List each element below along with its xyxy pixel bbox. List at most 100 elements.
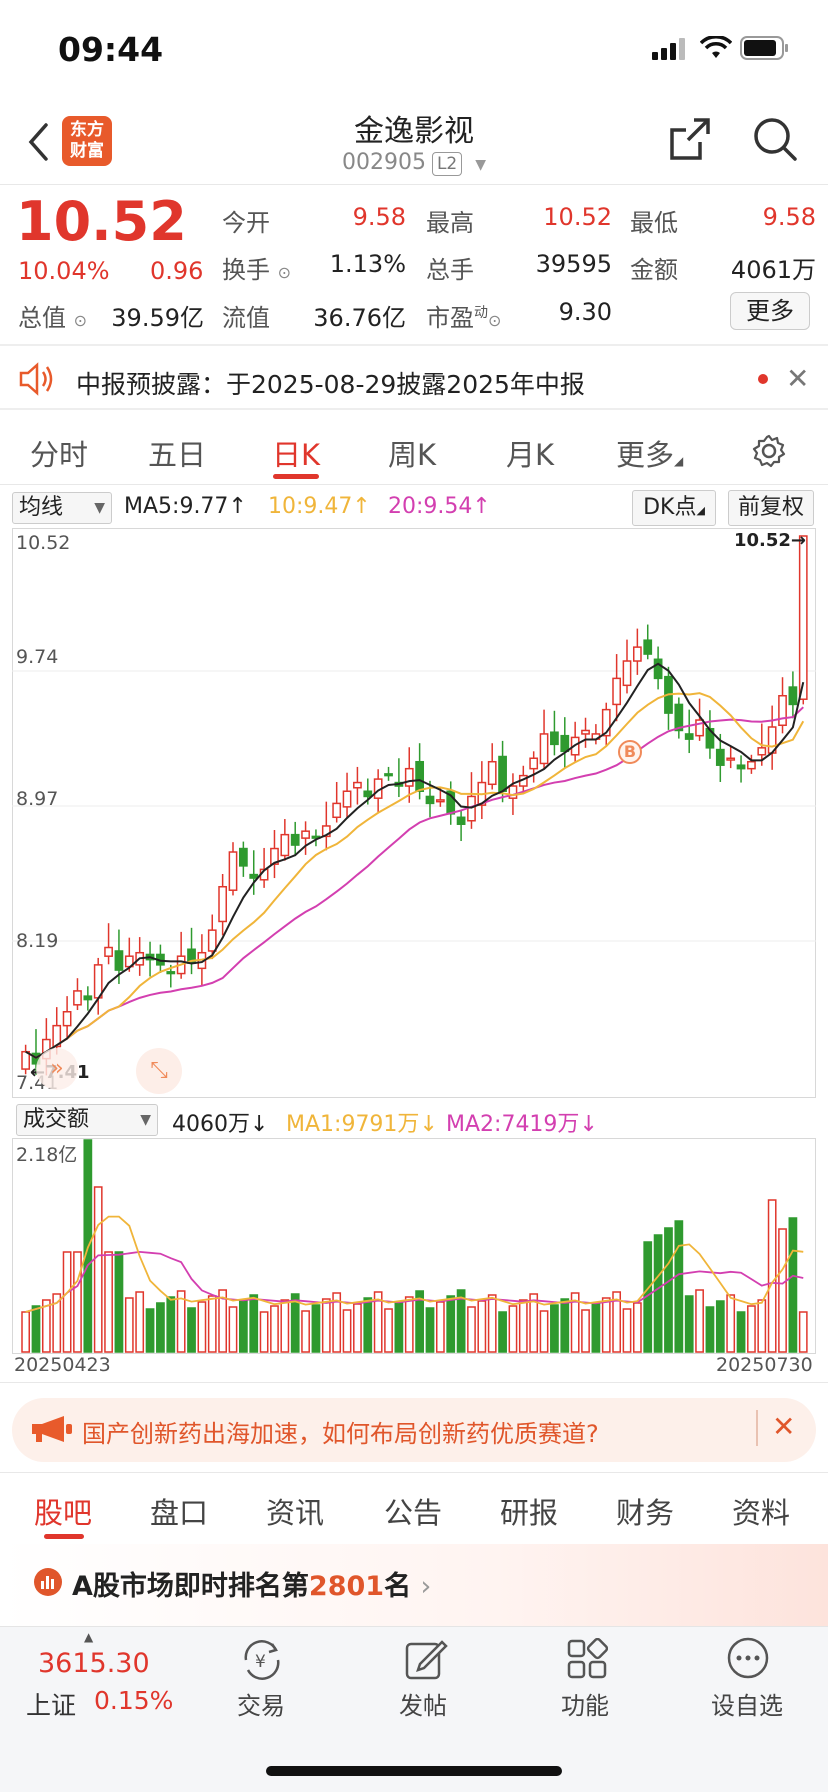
divider	[0, 484, 828, 485]
tab-guba[interactable]: 股吧	[34, 1496, 93, 1530]
volume-bar	[404, 1296, 414, 1353]
divider	[0, 1472, 828, 1473]
app-logo: 东方 财富	[62, 116, 112, 166]
candle-body	[539, 733, 549, 765]
bottom-tab-indicator	[44, 1534, 84, 1539]
notice-text[interactable]: 中报预披露：于2025-08-29披露2025年中报	[76, 370, 585, 399]
volume-bar	[21, 1311, 31, 1353]
tab-announcements[interactable]: 公告	[384, 1496, 443, 1530]
candle-body	[747, 760, 756, 770]
volume-label: 总手	[426, 256, 474, 284]
watchlist-icon[interactable]	[726, 1636, 770, 1680]
volume-bar	[456, 1289, 466, 1353]
ma-select[interactable]: 均线 ▼	[12, 492, 112, 524]
more-button[interactable]: 更多	[730, 292, 810, 330]
volume-chart[interactable]	[12, 1138, 816, 1354]
footer-bar	[0, 1626, 828, 1792]
tab-more[interactable]: 更多◢	[616, 438, 684, 472]
candle-body	[487, 760, 497, 786]
battery-icon	[740, 36, 788, 60]
volume-bar	[581, 1309, 590, 1353]
post-icon[interactable]	[404, 1638, 448, 1682]
candle-body	[166, 971, 176, 975]
turnover-label: 换手 ⊙	[222, 256, 292, 284]
candle-body	[321, 825, 331, 838]
volume-max-label: 2.18亿	[16, 1144, 78, 1166]
candle-body	[114, 950, 124, 971]
mktcap-label: 总值 ⊙	[18, 304, 88, 332]
close-icon[interactable]: ✕	[786, 362, 810, 395]
tab-profile[interactable]: 资料	[732, 1496, 791, 1530]
volume-bar	[218, 1289, 228, 1353]
trade-icon[interactable]: ¥	[238, 1638, 286, 1682]
volume-bar	[187, 1307, 196, 1353]
ranking-row[interactable]: A股市场即时排名第2801名 ›	[0, 1544, 828, 1626]
footer-trade[interactable]: 交易	[237, 1692, 285, 1720]
ma10-line	[25, 692, 805, 1059]
footer-function[interactable]: 功能	[561, 1692, 609, 1720]
divider	[0, 408, 828, 410]
footer-post[interactable]: 发帖	[399, 1692, 447, 1720]
tab-daily-k[interactable]: 日K	[272, 438, 321, 472]
volume-ma2: MA2:7419万↓	[446, 1112, 598, 1137]
tab-research[interactable]: 研报	[500, 1496, 559, 1530]
candle-body	[280, 833, 290, 857]
tab-five-day[interactable]: 五日	[148, 438, 207, 472]
candle-body	[612, 677, 622, 706]
footer-watchlist[interactable]: 设自选	[711, 1692, 783, 1720]
volume-bar	[321, 1298, 331, 1353]
adjust-button[interactable]: 前复权	[728, 490, 814, 526]
volume-bar	[124, 1297, 134, 1353]
buy-marker[interactable]: B	[618, 740, 642, 764]
signal-icon	[652, 38, 685, 60]
tab-finance[interactable]: 财务	[616, 1496, 675, 1530]
float-value: 36.76亿	[313, 304, 406, 332]
banner-divider	[756, 1410, 758, 1446]
volume-bar	[591, 1303, 601, 1353]
tab-intraday[interactable]: 分时	[30, 438, 89, 472]
gear-icon[interactable]	[752, 434, 786, 468]
share-icon[interactable]	[668, 116, 712, 162]
stock-code: 002905	[341, 150, 426, 175]
kline-chart[interactable]	[12, 528, 816, 1098]
back-icon[interactable]	[26, 122, 50, 162]
volume-bar	[798, 1311, 808, 1353]
volume-bar	[435, 1301, 445, 1353]
caret-down-icon: ▼	[475, 157, 487, 173]
tab-monthly-k[interactable]: 月K	[506, 438, 555, 472]
expand-icon[interactable]: ⤡	[136, 1048, 182, 1094]
chart-frame	[12, 528, 816, 1098]
candle-body	[643, 639, 653, 655]
index-value[interactable]: 3615.30	[38, 1648, 150, 1679]
promo-banner[interactable]: 国产创新药出海加速，如何布局创新药优质赛道? ✕	[12, 1398, 816, 1462]
candle-body	[435, 799, 445, 803]
volume-bar	[342, 1309, 352, 1353]
volume-value: 39595	[535, 250, 612, 278]
function-icon[interactable]	[566, 1638, 608, 1680]
volume-bar	[529, 1293, 539, 1353]
volume-select[interactable]: 成交额 ▼	[16, 1104, 158, 1136]
tab-weekly-k[interactable]: 周K	[388, 438, 437, 472]
collapse-icon[interactable]: »	[36, 1048, 78, 1090]
y-label-4: 8.19	[16, 930, 59, 952]
volume-current: 4060万↓	[172, 1112, 269, 1137]
volume-bar	[498, 1311, 507, 1353]
level2-badge: L2	[431, 152, 463, 176]
volume-bar	[301, 1310, 310, 1353]
candle-body	[581, 729, 590, 735]
status-bar: 09:44	[0, 0, 828, 100]
dk-point-button[interactable]: DK点◢	[632, 490, 716, 526]
volume-bar	[695, 1289, 704, 1353]
candle-body	[228, 851, 238, 891]
tab-news[interactable]: 资讯	[266, 1496, 325, 1530]
search-icon[interactable]	[752, 116, 798, 162]
stock-code-row[interactable]: 002905 L2 ▼	[0, 150, 828, 176]
volume-bar	[93, 1186, 103, 1353]
amount-value: 4061万	[730, 256, 816, 284]
volume-bar	[467, 1306, 476, 1353]
tab-pankou[interactable]: 盘口	[150, 1496, 209, 1530]
volume-bar	[280, 1299, 290, 1353]
banner-close-icon[interactable]: ✕	[772, 1410, 796, 1443]
candle-body	[498, 755, 507, 792]
